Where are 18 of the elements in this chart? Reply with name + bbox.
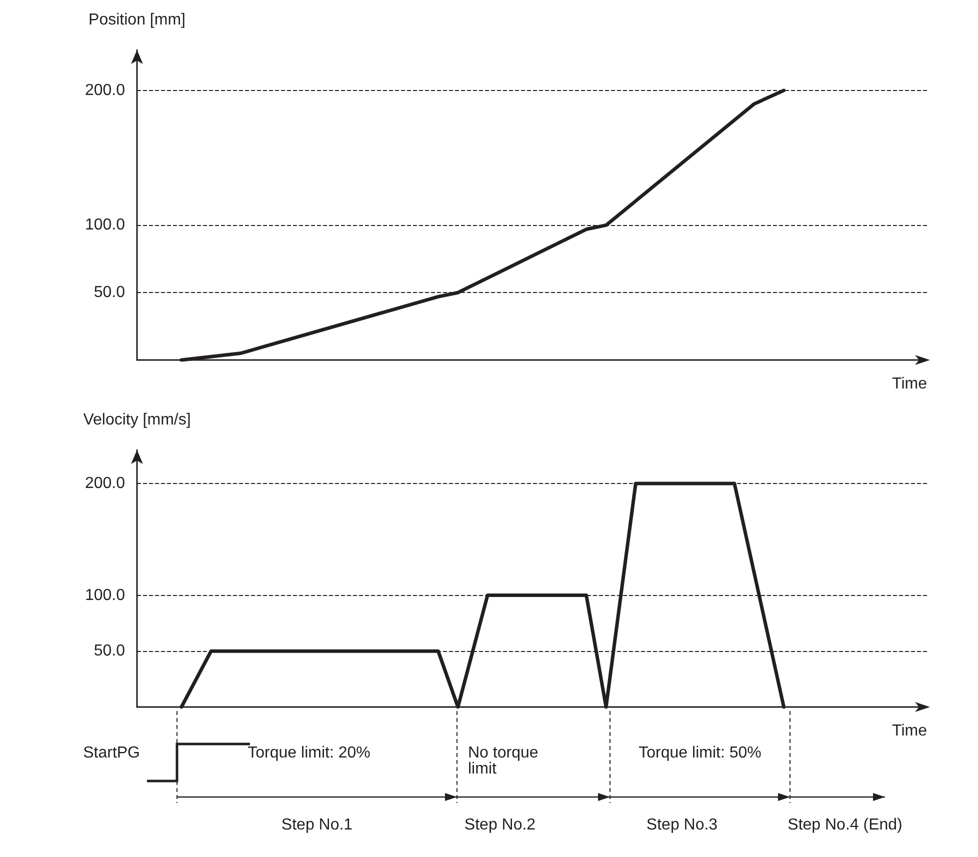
x-axis-title: Time [892, 722, 928, 740]
text: Torque limit: 20% [248, 744, 370, 762]
text: Step No.1 [281, 816, 353, 834]
x-axis-title: Time [892, 376, 928, 392]
y-tick-label: 50.0 [94, 642, 126, 660]
text: StartPG [83, 744, 140, 762]
text: Step No.3 [646, 816, 718, 834]
y-tick-label: 50.0 [94, 284, 126, 302]
y-tick-label: 200.0 [84, 475, 126, 492]
y-tick-label: 100.0 [84, 216, 126, 234]
text: Step No.2 [464, 816, 536, 834]
y-tick-label: 200.0 [84, 82, 126, 99]
text: Torque limit: 50% [638, 744, 762, 762]
text: Step No.4 (End) [788, 816, 902, 834]
text: No torque limit [468, 744, 543, 778]
y-axis-title: Position [mm] [88, 12, 186, 28]
y-tick-label: 100.0 [84, 586, 126, 604]
y-axis-title: Velocity [mm/s] [83, 412, 191, 428]
